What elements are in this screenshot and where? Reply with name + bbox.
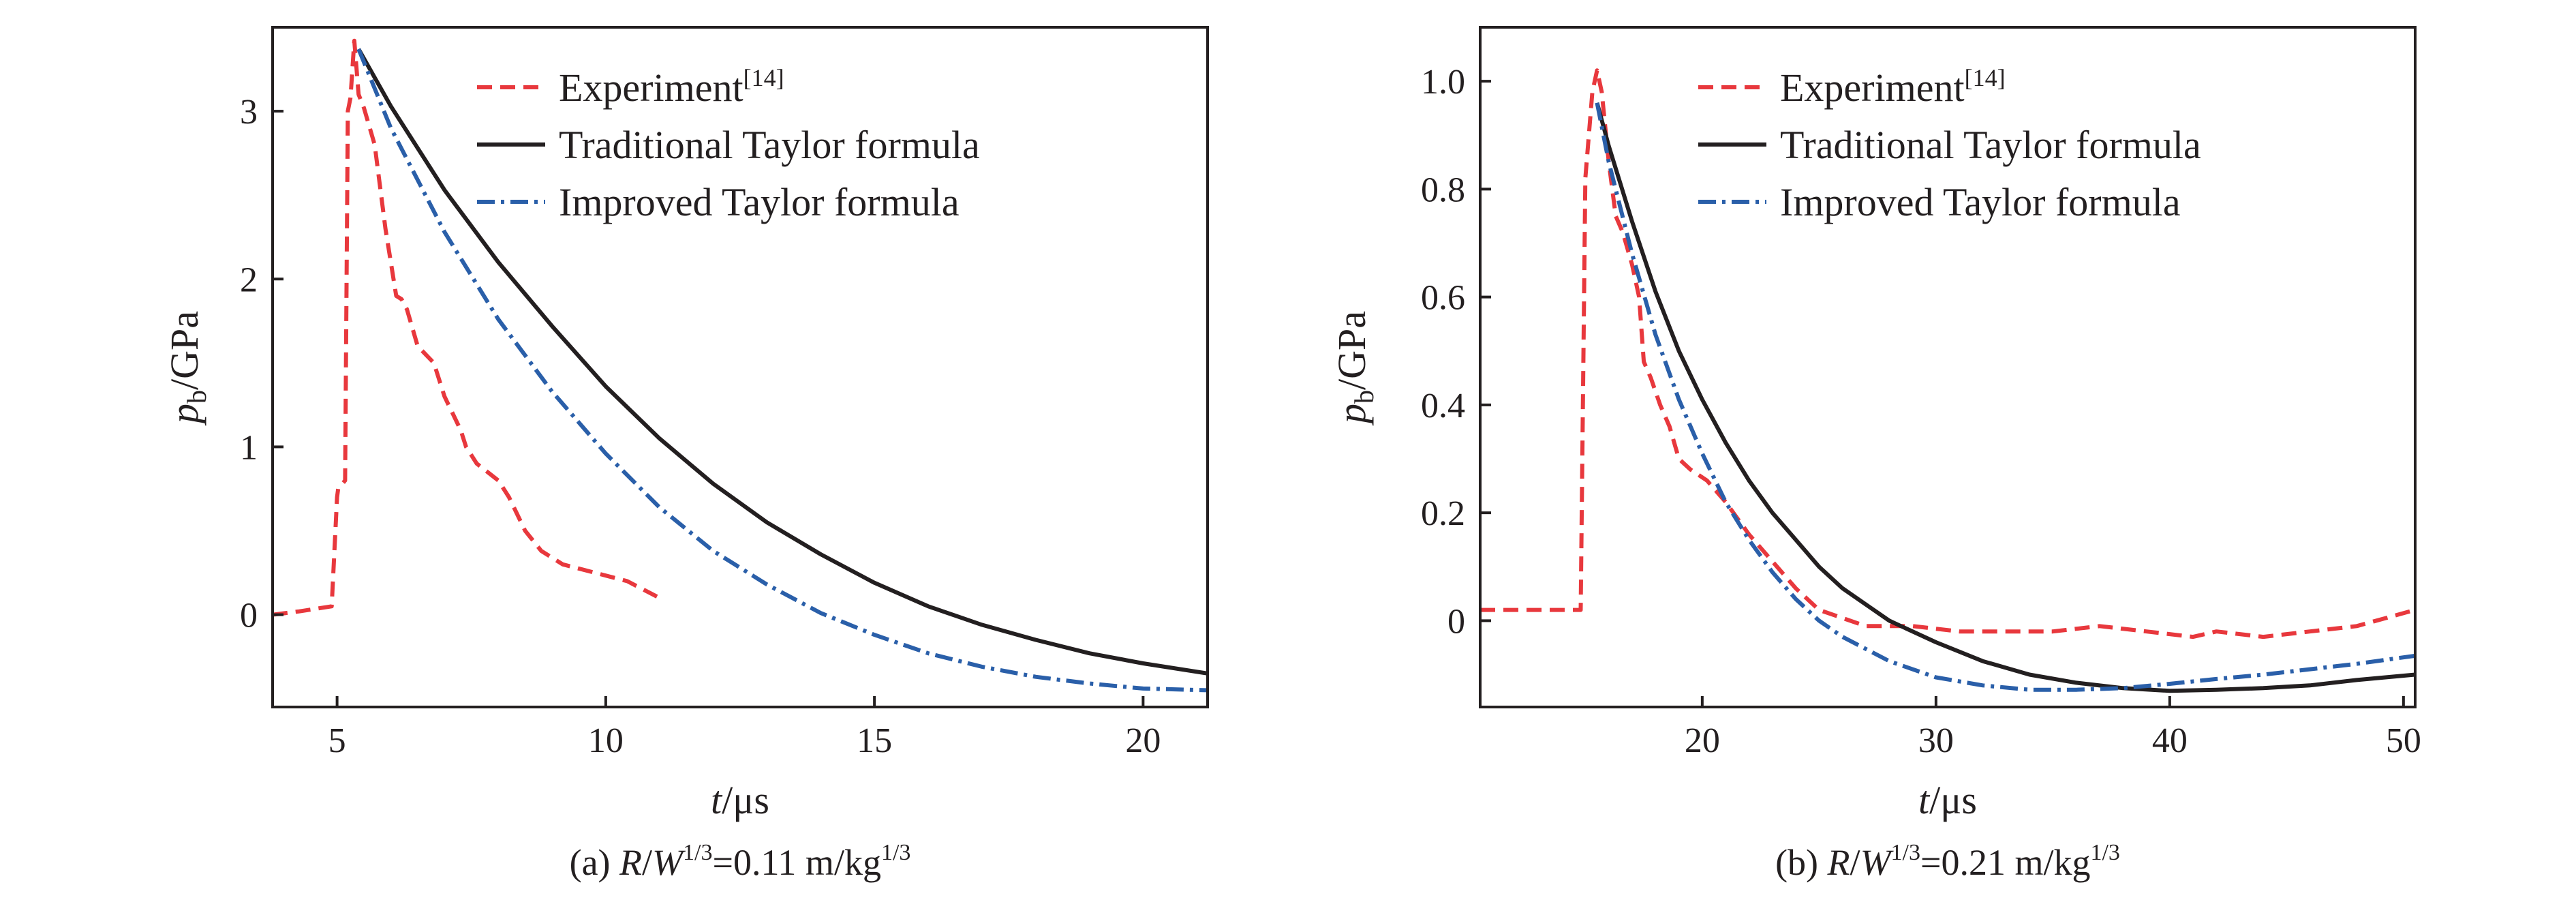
- y-tick-label: 1.0: [1421, 63, 1465, 102]
- series-line-2: [1595, 102, 2415, 693]
- x-tick-label: 40: [2152, 721, 2188, 760]
- plot-frame: [1479, 26, 2417, 708]
- x-tick-label: 10: [588, 721, 624, 760]
- y-axis-label: pb/GPa: [162, 311, 212, 426]
- x-tick-label: 15: [857, 721, 892, 760]
- legend: Experiment[14] Traditional Taylor formula…: [1698, 64, 2201, 224]
- legend-label-3: Improved Taylor formula: [1780, 180, 2181, 224]
- x-tick-label: 20: [1125, 721, 1161, 760]
- y-tick-label: 0.2: [1421, 494, 1465, 533]
- y-tick-label: 3: [240, 93, 258, 132]
- legend-label-3: Improved Taylor formula: [559, 180, 960, 224]
- series-line-3: [356, 48, 1208, 693]
- chart-panel-b: 20 30 40 50 0 0.2 0.4 0.6 0.8 1.0 t/μs pb/GPa Experi…: [1330, 26, 2421, 883]
- y-tick-label: 0: [1447, 602, 1465, 641]
- plot-frame: [271, 26, 1209, 708]
- series-line-3: [1595, 102, 2415, 692]
- legend-label-2: Traditional Taylor formula: [1780, 123, 2201, 167]
- series-line-1: [1480, 68, 2415, 640]
- series-line-1: [273, 38, 661, 617]
- chart-panel-a: 5 10 15 20 0 1 2 3 t/μs pb/GPa Experiment[14] Tradi…: [162, 26, 1209, 883]
- legend-label-1: Experiment[14]: [559, 64, 784, 110]
- y-tick-label: 0.8: [1421, 170, 1465, 209]
- legend-label-1: Experiment[14]: [1780, 64, 2006, 110]
- x-axis-label: t/μs: [711, 778, 769, 822]
- y-tick-label: 0.6: [1421, 279, 1465, 318]
- x-tick-label: 5: [328, 721, 346, 760]
- x-tick-label: 20: [1685, 721, 1720, 760]
- panel-caption: (b) R/W1/3=0.21 m/kg1/3: [1775, 840, 2120, 883]
- x-tick-label: 30: [1918, 721, 1954, 760]
- y-tick-label: 2: [240, 260, 258, 299]
- legend: Experiment[14] Traditional Taylor formula…: [477, 64, 980, 224]
- legend-label-2: Traditional Taylor formula: [559, 123, 980, 167]
- panel-caption: (a) R/W1/3=0.11 m/kg1/3: [570, 840, 911, 883]
- y-tick-label: 1: [240, 428, 258, 467]
- y-tick-label: 0: [240, 597, 258, 635]
- y-axis-label: pb/GPa: [1330, 311, 1379, 426]
- x-axis-label: t/μs: [1918, 778, 1977, 822]
- series-line-2: [356, 48, 1208, 676]
- x-tick-label: 50: [2386, 721, 2421, 760]
- y-tick-label: 0.4: [1421, 387, 1465, 425]
